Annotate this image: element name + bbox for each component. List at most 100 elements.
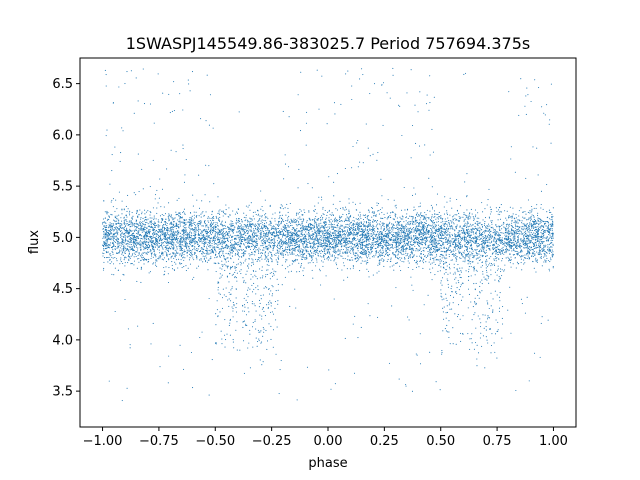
data-point (380, 226, 382, 228)
data-point (466, 249, 468, 251)
data-point (185, 244, 187, 246)
data-point (476, 237, 478, 239)
data-point (242, 321, 244, 323)
data-point (394, 205, 396, 207)
data-point (372, 211, 374, 213)
data-point (521, 245, 523, 248)
data-point (490, 241, 493, 243)
data-point (163, 267, 165, 269)
data-point (445, 293, 447, 295)
data-point (102, 245, 105, 248)
data-point (116, 230, 118, 232)
data-point (466, 173, 468, 175)
data-point (238, 111, 240, 113)
data-point (535, 237, 537, 239)
data-point (384, 230, 386, 233)
data-point (418, 222, 420, 224)
data-point (466, 226, 468, 228)
data-point (399, 239, 401, 241)
data-point (386, 244, 388, 246)
data-point (300, 264, 302, 266)
data-point (432, 247, 435, 250)
data-point (480, 332, 482, 334)
data-point (489, 249, 491, 251)
data-point (169, 243, 171, 245)
data-point (344, 226, 346, 228)
data-point (319, 244, 321, 246)
data-point (298, 236, 300, 238)
data-point (281, 264, 283, 266)
data-point (504, 243, 506, 245)
data-point (451, 291, 453, 293)
data-point (289, 225, 291, 227)
data-point (185, 158, 187, 161)
data-point (209, 240, 211, 242)
data-point (256, 239, 258, 241)
data-point (172, 234, 174, 236)
data-point (308, 242, 311, 244)
data-point (426, 94, 428, 96)
data-point (282, 243, 285, 245)
data-point (266, 340, 269, 342)
data-point (501, 252, 503, 255)
data-point (416, 255, 418, 257)
data-point (258, 338, 260, 340)
data-point (381, 257, 383, 259)
data-point (512, 229, 514, 231)
data-point (261, 258, 263, 260)
data-point (104, 222, 106, 224)
data-point (401, 134, 403, 137)
data-point (319, 268, 321, 270)
data-point (421, 226, 423, 228)
data-point (469, 263, 471, 265)
data-point (400, 269, 402, 272)
data-point (444, 237, 446, 239)
data-point (221, 260, 223, 262)
data-point (446, 311, 449, 314)
data-point (283, 241, 285, 243)
data-point (148, 230, 150, 232)
data-point (425, 231, 427, 234)
data-point (518, 238, 520, 240)
data-point (432, 250, 434, 252)
data-point (177, 233, 179, 235)
data-point (531, 255, 533, 258)
data-point (500, 232, 502, 234)
data-point (129, 210, 131, 212)
data-point (514, 237, 516, 239)
data-point (313, 219, 315, 221)
data-point (352, 237, 355, 239)
data-point (126, 221, 128, 223)
data-point (494, 233, 496, 235)
data-point (159, 245, 161, 247)
data-point (237, 244, 239, 246)
data-point (431, 214, 433, 216)
data-point (348, 216, 350, 218)
data-point (179, 212, 181, 214)
data-point (360, 245, 362, 247)
data-point (294, 243, 296, 245)
data-point (262, 224, 264, 226)
data-point (247, 226, 250, 228)
data-point (221, 268, 223, 270)
data-point (273, 243, 276, 245)
data-point (120, 236, 122, 238)
data-point (194, 223, 196, 226)
data-point (251, 224, 253, 226)
data-point (486, 260, 488, 262)
data-point (110, 223, 112, 225)
data-point (403, 228, 405, 230)
data-point (311, 269, 313, 271)
data-point (131, 254, 133, 256)
data-point (161, 229, 163, 231)
data-point (444, 225, 446, 228)
data-point (230, 300, 232, 302)
data-point (326, 231, 329, 233)
data-point (236, 221, 238, 223)
data-point (255, 224, 257, 226)
data-point (267, 218, 269, 220)
data-point (428, 247, 430, 249)
data-point (527, 199, 530, 201)
data-point (306, 366, 309, 368)
data-point (244, 240, 246, 242)
